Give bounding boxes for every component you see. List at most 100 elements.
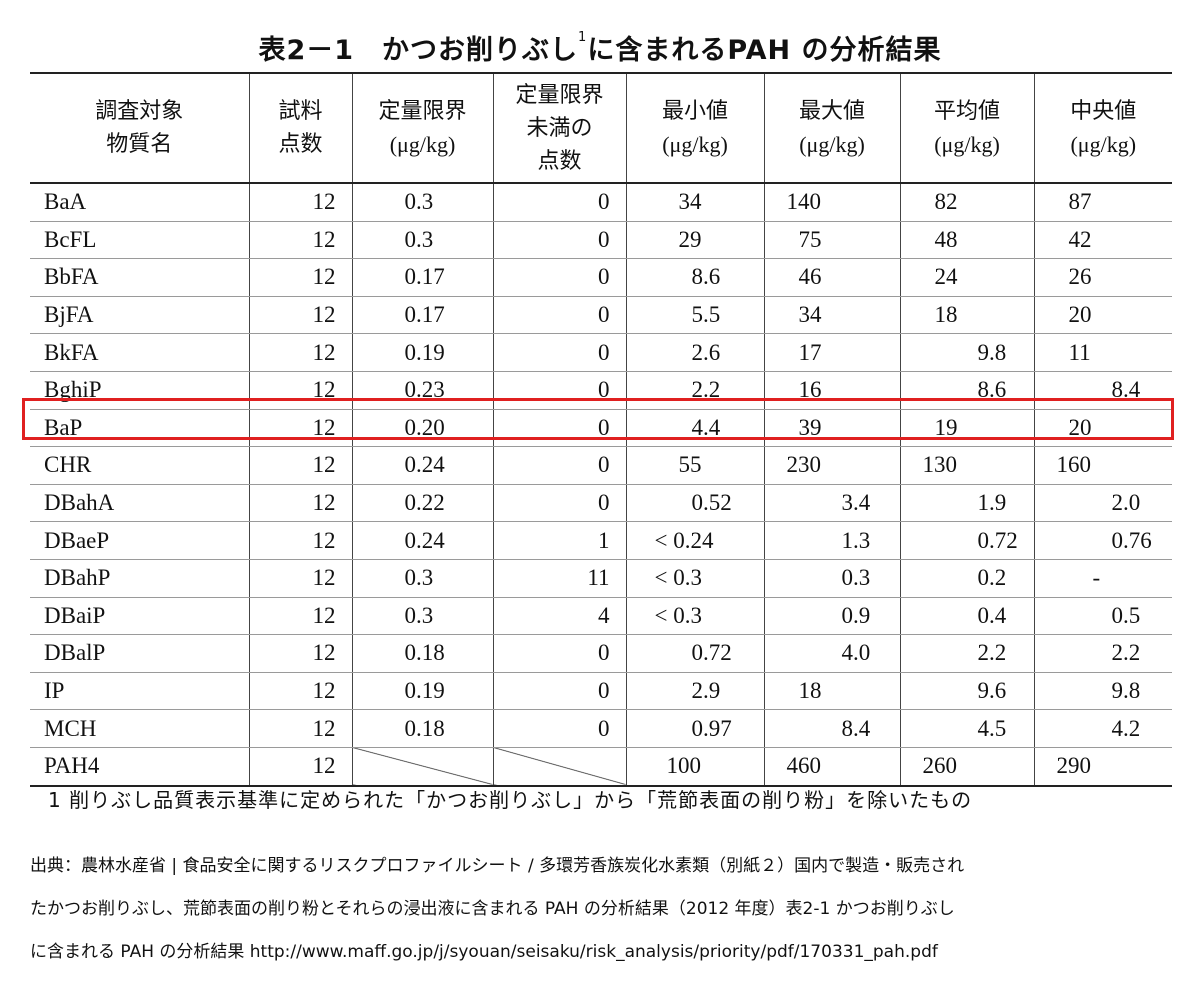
cell-median-value: 20 — [1033, 296, 1172, 335]
cell-mean-value: 24 — [899, 258, 1034, 297]
table-title: 表2－1 かつお削りぶし1に含まれるPAH の分析結果 — [0, 28, 1200, 67]
cell-min-value: 2.2 — [625, 371, 764, 410]
cell-min-value: 55 — [625, 446, 764, 485]
cell-substance: IP — [30, 672, 249, 711]
cell-min-value: 0.72 — [625, 634, 764, 673]
header-text: 未満の — [526, 115, 593, 141]
header-unit: (μg/kg) — [1070, 131, 1137, 157]
cell-median-value: 2.0 — [1033, 484, 1172, 523]
header-quant-limit: 定量限界 (μg/kg) — [351, 72, 493, 184]
header-text: 最小値 — [661, 98, 728, 124]
header-unit: (μg/kg) — [389, 131, 456, 157]
cell-mean-value: 19 — [899, 409, 1034, 448]
source-line: 出典：農林水産省 | 食品安全に関するリスクプロファイルシート / 多環芳香族炭… — [30, 856, 965, 876]
cell-below-limit-count: 0 — [492, 484, 626, 523]
header-text: 中央値 — [1070, 98, 1137, 124]
header-text: 定量限界 — [378, 98, 467, 124]
cell-mean-value: 1.9 — [899, 484, 1034, 523]
cell-min-value: < 0.3 — [625, 559, 764, 598]
cell-quant-limit: 0.3 — [351, 597, 493, 636]
cell-median-value: 8.4 — [1033, 371, 1172, 410]
cell-quant-limit: 0.17 — [351, 296, 493, 335]
cell-sample-count: 12 — [248, 333, 352, 372]
cell-below-limit-count: 11 — [492, 559, 626, 598]
table-row: BghiP 12 0.23 0 2.2 16 8.6 8.4 — [30, 371, 1172, 410]
cell-mean-value: 260 — [899, 747, 1034, 787]
table-row: DBahP 12 0.3 11 < 0.3 0.3 0.2- — [30, 559, 1172, 598]
cell-max-value: 18 — [763, 672, 900, 711]
cell-diagonal-empty — [351, 747, 493, 787]
cell-substance: BaA — [30, 183, 249, 222]
cell-median-value: 2.2 — [1033, 634, 1172, 673]
cell-min-value: 5.5 — [625, 296, 764, 335]
table-row: DBahA 12 0.22 0 0.52 3.4 1.9 2.0 — [30, 484, 1172, 523]
table-row: DBalP 12 0.18 0 0.72 4.0 2.2 2.2 — [30, 634, 1172, 673]
header-sample-count: 試料 点数 — [248, 72, 352, 184]
cell-max-value: 230 — [763, 446, 900, 485]
cell-substance: BcFL — [30, 221, 249, 260]
header-unit: (μg/kg) — [662, 131, 728, 157]
cell-min-value: 29 — [625, 221, 764, 260]
cell-quant-limit: 0.17 — [351, 258, 493, 297]
cell-max-value: 4.0 — [763, 634, 900, 673]
cell-median-value: 0.76 — [1033, 521, 1172, 560]
table-row: BbFA 12 0.17 0 8.6 46 24 26 — [30, 258, 1172, 297]
cell-mean-value: 48 — [899, 221, 1034, 260]
cell-mean-value: 4.5 — [899, 709, 1034, 748]
cell-mean-value: 9.8 — [899, 333, 1034, 372]
header-mean: 平均値 (μg/kg) — [899, 72, 1034, 184]
cell-substance: BghiP — [30, 371, 249, 410]
header-text: 平均値 — [933, 98, 1000, 124]
cell-substance: DBahA — [30, 484, 249, 523]
cell-median-value: 290 — [1033, 747, 1172, 787]
cell-min-value: 0.52 — [625, 484, 764, 523]
source-citation: 出典：農林水産省 | 食品安全に関するリスクプロファイルシート / 多環芳香族炭… — [30, 845, 1180, 974]
cell-max-value: 460 — [763, 747, 900, 787]
cell-median-value: 160 — [1033, 446, 1172, 485]
cell-sample-count: 12 — [248, 258, 352, 297]
cell-substance: BkFA — [30, 333, 249, 372]
cell-min-value: 4.4 — [625, 409, 764, 448]
cell-median-value: 4.2 — [1033, 709, 1172, 748]
cell-sample-count: 12 — [248, 446, 352, 485]
table-row: IP 12 0.19 0 2.9 18 9.6 9.8 — [30, 672, 1172, 711]
cell-quant-limit: 0.19 — [351, 333, 493, 372]
cell-sample-count: 12 — [248, 672, 352, 711]
cell-mean-value: 8.6 — [899, 371, 1034, 410]
header-text: 点数 — [537, 148, 582, 174]
cell-below-limit-count: 0 — [492, 258, 626, 297]
pah-results-table: 調査対象 物質名 試料 点数 定量限界 (μg/kg) 定量限界 未満の 点数 最小値 (μg/kg… — [30, 72, 1172, 787]
cell-sample-count: 12 — [248, 183, 352, 222]
cell-below-limit-count: 0 — [492, 409, 626, 448]
cell-median-value: - — [1033, 559, 1172, 598]
cell-diagonal-empty — [492, 747, 626, 787]
cell-sample-count: 12 — [248, 634, 352, 673]
cell-mean-value: 9.6 — [899, 672, 1034, 711]
source-line: に含まれる PAH の分析結果 http://www.maff.go.jp/j/… — [30, 942, 938, 962]
cell-min-value: < 0.3 — [625, 597, 764, 636]
cell-median-value: 87 — [1033, 183, 1172, 222]
table-row: CHR 12 0.24 0 55 230 130 160 — [30, 446, 1172, 485]
table-row: BkFA 12 0.19 0 2.6 17 9.8 11 — [30, 333, 1172, 372]
cell-mean-value: 0.72 — [899, 521, 1034, 560]
cell-median-value: 26 — [1033, 258, 1172, 297]
cell-quant-limit: 0.3 — [351, 221, 493, 260]
cell-sample-count: 12 — [248, 597, 352, 636]
table-row: DBaeP 12 0.24 1 < 0.24 1.3 0.72 0.76 — [30, 521, 1172, 560]
cell-below-limit-count: 0 — [492, 672, 626, 711]
cell-quant-limit: 0.19 — [351, 672, 493, 711]
cell-median-value: 42 — [1033, 221, 1172, 260]
cell-quant-limit: 0.3 — [351, 559, 493, 598]
cell-max-value: 34 — [763, 296, 900, 335]
header-text: 定量限界 — [515, 82, 604, 108]
cell-sample-count: 12 — [248, 484, 352, 523]
table-row: DBaiP 12 0.3 4 < 0.3 0.9 0.4 0.5 — [30, 597, 1172, 636]
header-min: 最小値 (μg/kg) — [625, 72, 764, 184]
cell-below-limit-count: 0 — [492, 221, 626, 260]
table-row: BjFA 12 0.17 0 5.5 34 18 20 — [30, 296, 1172, 335]
cell-below-limit-count: 0 — [492, 446, 626, 485]
cell-max-value: 1.3 — [763, 521, 900, 560]
cell-mean-value: 0.2 — [899, 559, 1034, 598]
cell-substance: DBaiP — [30, 597, 249, 636]
cell-quant-limit: 0.24 — [351, 521, 493, 560]
